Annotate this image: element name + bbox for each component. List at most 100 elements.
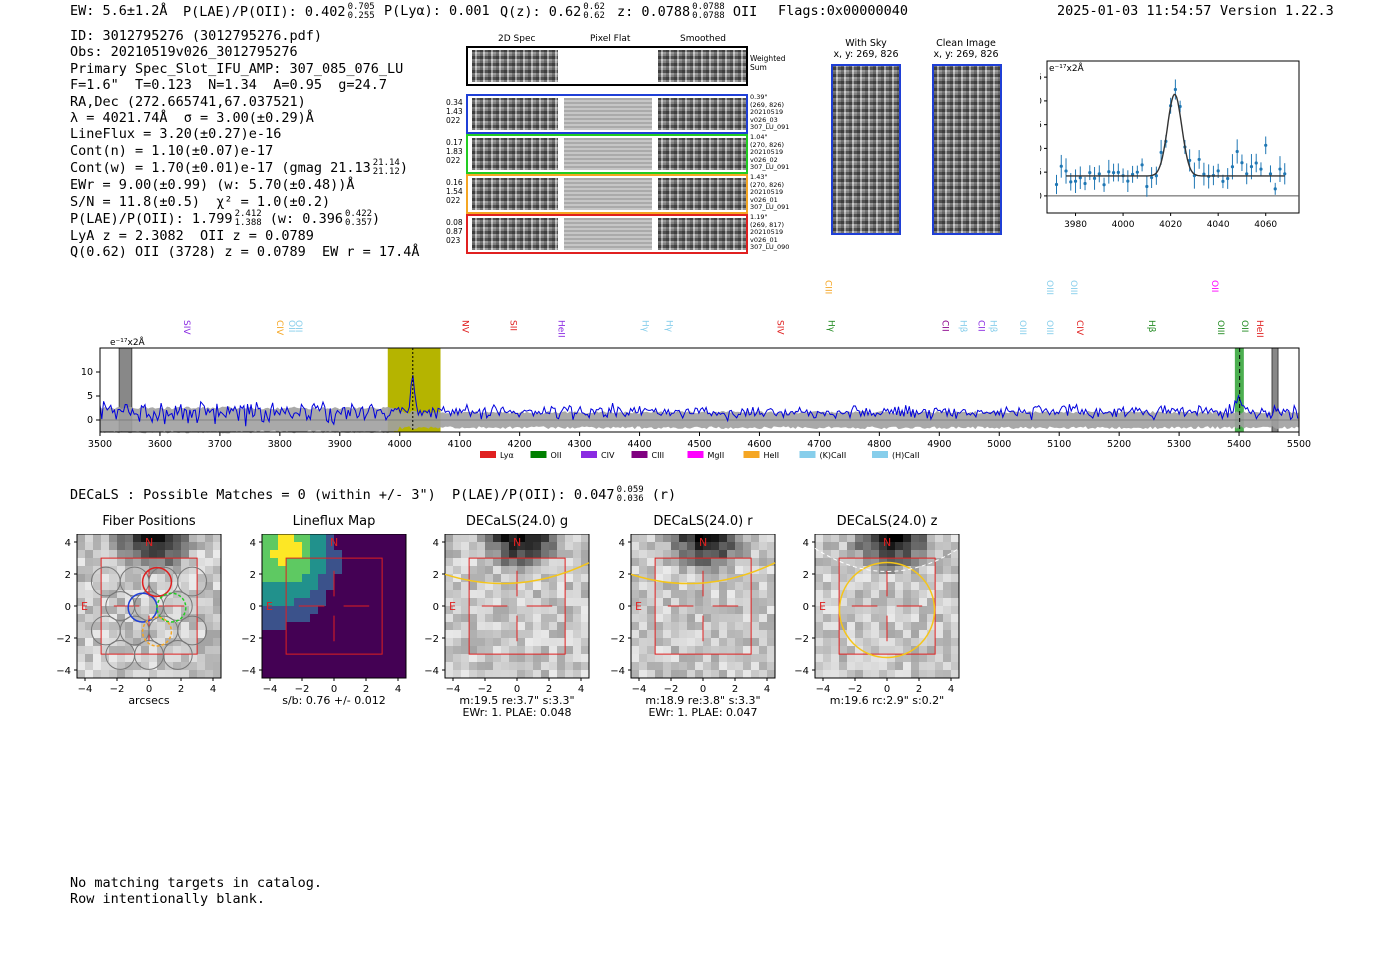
decals-panel-caption: arcsecs: [77, 695, 221, 707]
spec-ytick-label: 0: [87, 415, 93, 426]
east-label: E: [819, 600, 826, 613]
decals-panel-title: DECaLS(24.0) g: [465, 514, 569, 529]
fiber-circle: [90, 615, 121, 646]
spec-ylabel: e⁻¹⁷x2Å: [110, 336, 146, 348]
zoom-point: [1264, 143, 1268, 147]
fiber-primary: [127, 592, 158, 623]
footer-line-1: No matching targets in catalog.: [70, 875, 322, 891]
galaxy-ellipse: [630, 562, 776, 585]
line-marker-label: CIV: [1074, 320, 1084, 336]
info-q: Q(0.62) OII (3728) z = 0.0789 EW r = 17.…: [70, 244, 420, 261]
cutout-row-value: 0.16: [446, 178, 463, 187]
decals-ytick-label: 2: [619, 570, 625, 581]
line-marker-label: HeII: [1254, 320, 1264, 338]
line-marker-label: SIV: [181, 320, 191, 335]
spectrum-line: [99, 375, 1299, 427]
info-lambda: λ = 4021.74Å σ = 3.00(±0.29)Å: [70, 110, 314, 127]
decals-xtick-label: 0: [514, 684, 520, 695]
cutout-row-3: [466, 174, 748, 214]
decals-ytick-label: 0: [803, 602, 809, 613]
zoom-plot-frame: [1046, 60, 1300, 214]
zoom-point: [1116, 170, 1120, 174]
decals-xtick-label: −4: [446, 684, 461, 695]
legend-swatch: [480, 451, 496, 458]
zoom-ytick-label: 2.5: [1040, 168, 1042, 178]
spec-xtick-label: 4600: [747, 439, 771, 450]
info-primary: Primary Spec_Slot_IFU_AMP: 307_085_076_L…: [70, 60, 404, 77]
info-obs: Obs: 20210519v026_3012795276: [70, 44, 298, 61]
zoom-point: [1083, 181, 1087, 186]
info-ewr: EWr = 9.00(±0.99) (w: 5.70(±0.48))Å: [70, 177, 355, 194]
zoom-point: [1273, 187, 1277, 191]
decals-ytick-label: 4: [619, 538, 625, 549]
north-label: N: [699, 536, 707, 549]
legend-swatch: [799, 451, 816, 458]
spec-xtick-label: 3600: [148, 439, 172, 450]
legend-swatch: [743, 451, 760, 458]
decals-panel-caption: m:19.6 rc:2.9" s:0.2": [815, 695, 959, 707]
decals-xtick-label: −4: [78, 684, 93, 695]
east-label: E: [81, 600, 88, 613]
decals-panel-caption: m:18.9 re:3.8" s:3.3" EWr: 1. PLAE: 0.047: [631, 695, 775, 719]
decals-xtick-label: −2: [478, 684, 493, 695]
decals-panel-image: N E −4 −4 −2 −2 0 0 2 2 4 4: [610, 534, 776, 695]
legend-swatch: [872, 451, 888, 458]
decals-xtick-label: 4: [210, 684, 216, 695]
line-marker-label: Hγ: [664, 320, 674, 333]
spec-xtick-label: 4000: [388, 439, 412, 450]
decals-ytick-label: −4: [241, 666, 256, 677]
line-marker-label: OII: [286, 320, 296, 332]
decals-panel-caption: s/b: 0.76 +/- 0.012: [262, 695, 406, 707]
cutout-row-value: 022: [446, 196, 461, 205]
info-sn: S/N = 11.8(±0.5) χ² = 1.0(±0.2): [70, 193, 331, 210]
zoom-point: [1159, 150, 1163, 154]
zoom-point: [1135, 170, 1139, 174]
decals-ytick-label: 2: [433, 570, 439, 581]
legend-label: HeII: [764, 451, 780, 460]
zoom-point: [1126, 179, 1130, 183]
spec-xtick-label: 5000: [987, 439, 1011, 450]
cutout-row-info: 0.39" (269, 826) 20210519 v026_03 307_LU…: [750, 93, 790, 131]
fiber-red: [141, 566, 173, 598]
spec-xtick-label: 3700: [208, 439, 232, 450]
line-marker-label: OIII: [1215, 320, 1225, 335]
zoom-point: [1073, 179, 1078, 183]
zoom-point: [1154, 174, 1158, 178]
aperture-box: [654, 557, 752, 655]
decals-xtick-label: 2: [546, 684, 552, 695]
legend-label: CIV: [601, 451, 615, 460]
decals-xtick-label: 0: [331, 684, 337, 695]
spec-xtick-label: 4200: [508, 439, 532, 450]
decals-ytick-label: −2: [56, 634, 71, 645]
info-fparams: F=1.6" T=0.123 N=1.34 A=0.95 g=24.7: [70, 77, 387, 94]
aperture-box: [100, 557, 198, 655]
line-marker-label: Hβ: [957, 320, 967, 333]
clean-image: [932, 64, 1002, 235]
decals-summary: DECaLS : Possible Matches = 0 (within +/…: [70, 485, 677, 504]
decals-panel-title: DECaLS(24.0) z: [836, 514, 938, 529]
line-marker-label: Hβ: [1146, 320, 1156, 333]
spec-xtick-label: 4400: [627, 439, 651, 450]
decals-ytick-label: 0: [250, 602, 256, 613]
spec-xtick-label: 5400: [1227, 439, 1251, 450]
decals-ytick-label: 0: [619, 602, 625, 613]
zoom-spectrum-plot: 0.0 2.5 5.0 7.5 10.0 12.5 3980 4000 4020 4040 4060…: [1040, 60, 1300, 230]
cutout-row-value: 0.17: [446, 138, 463, 147]
legend-swatch: [687, 451, 704, 458]
cutout-row-value: 0.08: [446, 218, 463, 227]
cutout-row-info: 1.04" (270, 826) 20210519 v026_02 307_LU…: [750, 133, 790, 171]
decals-ytick-label: −2: [794, 634, 809, 645]
zoom-point: [1088, 171, 1092, 175]
decals-ytick-label: −4: [794, 666, 809, 677]
zoom-point: [1140, 163, 1144, 167]
header-ew: EW: 5.6±1.2Å: [70, 3, 168, 19]
decals-panel-title: DECaLS(24.0) r: [653, 514, 753, 529]
north-label: N: [145, 536, 153, 549]
decals-xtick-label: 4: [578, 684, 584, 695]
decals-ytick-label: 4: [803, 538, 809, 549]
zoom-ytick-label: 10.0: [1040, 97, 1042, 107]
decals-ytick-label: −2: [424, 634, 439, 645]
zoom-point: [1107, 170, 1111, 174]
zoom-point: [1078, 176, 1082, 180]
line-marker-label: OIII: [1017, 320, 1027, 335]
